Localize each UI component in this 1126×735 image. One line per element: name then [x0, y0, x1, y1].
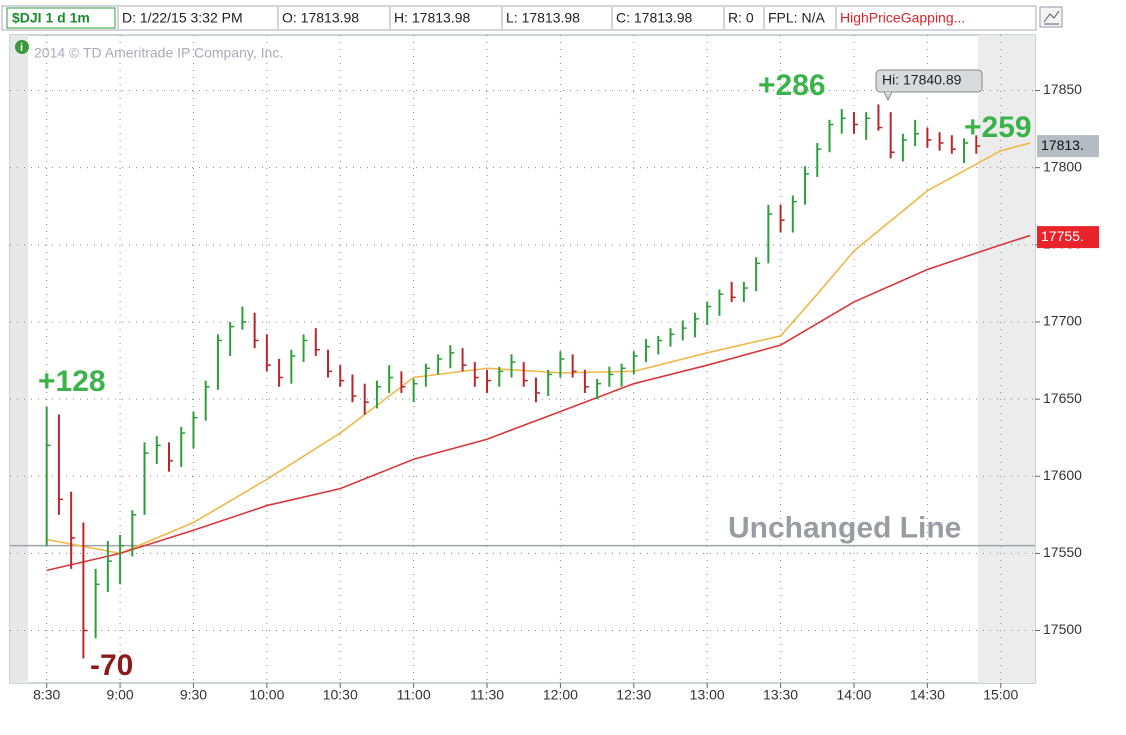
header-field: C: 17813.98 — [616, 10, 692, 26]
price-tag — [1037, 135, 1099, 158]
annotation: +128 — [38, 365, 106, 398]
y-tick-label: 17650 — [1043, 390, 1082, 406]
x-tick-label: 14:00 — [836, 687, 871, 703]
x-tick-label: 12:30 — [616, 687, 651, 703]
x-tick-label: 11:30 — [470, 687, 504, 703]
header-field: R: 0 — [728, 10, 754, 26]
info-glyph: i — [20, 42, 23, 54]
x-tick-label: 11:00 — [397, 687, 431, 703]
header-field: L: 17813.98 — [506, 10, 580, 26]
y-tick-label: 17800 — [1043, 158, 1082, 174]
price-tag — [1037, 226, 1099, 249]
callout-box — [875, 69, 983, 93]
x-tick-label: 12:00 — [543, 687, 578, 703]
plot-frame — [9, 34, 1036, 684]
header: $DJI 1 d 1m HighPriceGapping... D: 1/22/… — [1, 5, 1063, 31]
symbol-box[interactable] — [6, 7, 116, 29]
style-icon — [1043, 10, 1060, 25]
header-field: H: 17813.98 — [394, 10, 470, 26]
header-bar — [1, 5, 1037, 31]
x-tick-label: 13:00 — [690, 687, 725, 703]
callout-text: Hi: 17840.89 — [882, 72, 962, 88]
y-tick-label: 17500 — [1043, 621, 1082, 637]
x-tick-label: 9:30 — [180, 687, 207, 703]
moving-average — [46, 142, 1031, 555]
header-field: D: 1/22/15 3:32 PM — [122, 10, 243, 26]
y-tick-label: 17700 — [1043, 313, 1082, 329]
style-button[interactable] — [1039, 6, 1063, 28]
price-tag-label: 17813. — [1041, 137, 1084, 153]
x-tick-label: 15:00 — [983, 687, 1018, 703]
x-tick-label: 9:00 — [106, 687, 133, 703]
header-field: FPL: N/A — [768, 10, 825, 26]
price-tag-label: 17755. — [1041, 228, 1084, 244]
x-tick-label: 10:30 — [323, 687, 358, 703]
x-tick-label: 8:30 — [33, 687, 60, 703]
unchanged-label: Unchanged Line — [728, 512, 961, 545]
info-icon[interactable] — [15, 40, 29, 54]
y-tick-label: 17850 — [1043, 81, 1082, 97]
y-tick-label: 17600 — [1043, 467, 1082, 483]
header-field: O: 17813.98 — [282, 10, 359, 26]
x-tick-label: 14:30 — [910, 687, 945, 703]
annotation: -70 — [90, 649, 133, 682]
x-tick-label: 10:00 — [249, 687, 284, 703]
x-tick-label: 13:30 — [763, 687, 798, 703]
symbol: $DJI 1 d 1m — [12, 10, 90, 26]
annotation: +286 — [758, 69, 826, 102]
y-tick-label: 17550 — [1043, 544, 1082, 560]
callout-pointer — [883, 91, 893, 102]
watermark: 2014 © TD Ameritrade IP Company, Inc. — [34, 45, 283, 61]
premarket-shade — [10, 35, 28, 683]
annotation: +259 — [964, 111, 1032, 144]
study-name[interactable]: HighPriceGapping... — [840, 10, 965, 26]
moving-average — [46, 234, 1031, 572]
after-hours-shade — [978, 35, 1035, 683]
